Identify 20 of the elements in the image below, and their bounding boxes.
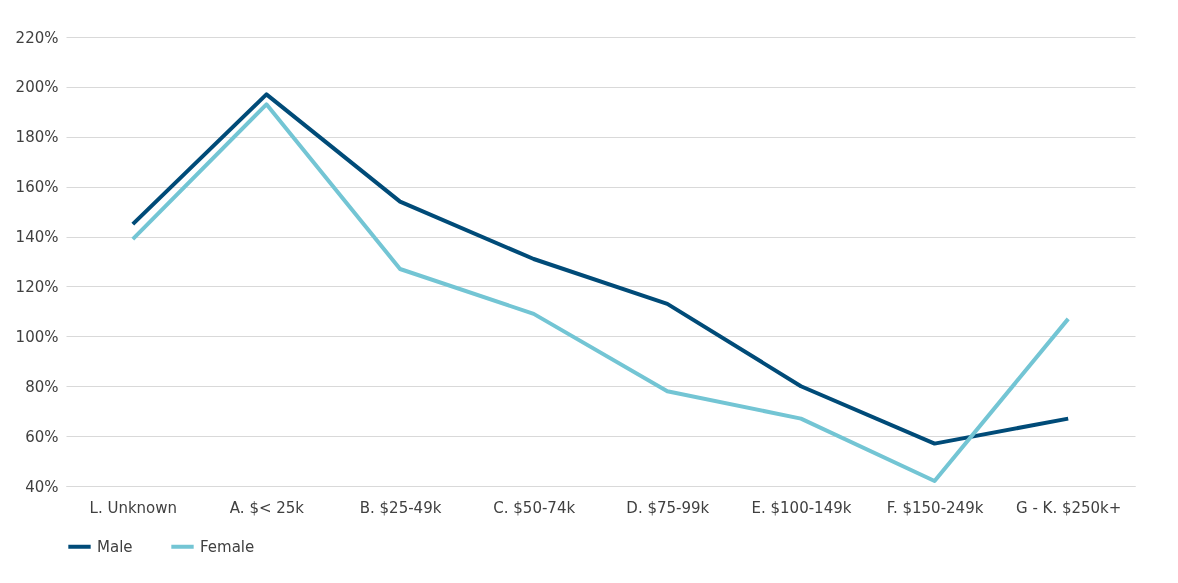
x-tick-label: L. Unknown [89, 498, 178, 517]
x-tick-label: D. $75-99k [626, 498, 710, 517]
y-tick-label: 100% [15, 327, 59, 346]
x-tick-label: B. $25-49k [359, 498, 442, 517]
y-tick-label: 160% [15, 178, 59, 197]
y-tick-label: 40% [25, 477, 59, 496]
y-tick-label: 80% [25, 377, 59, 396]
y-tick-label: 220% [15, 28, 59, 47]
x-tick-label: E. $100-149k [751, 498, 852, 517]
x-tick-label: C. $50-74k [493, 498, 576, 517]
y-tick-label: 180% [15, 128, 59, 147]
x-tick-label: A. $< 25k [229, 498, 305, 517]
y-tick-label: 120% [15, 277, 59, 296]
x-tick-label: G - K. $250k+ [1016, 498, 1122, 517]
x-tick-label: F. $150-249k [886, 498, 984, 517]
y-tick-label: 60% [25, 427, 59, 446]
legend-label: Female [200, 537, 255, 556]
legend-label: Male [97, 537, 133, 556]
y-tick-label: 200% [15, 78, 59, 97]
y-tick-label: 140% [15, 228, 59, 247]
